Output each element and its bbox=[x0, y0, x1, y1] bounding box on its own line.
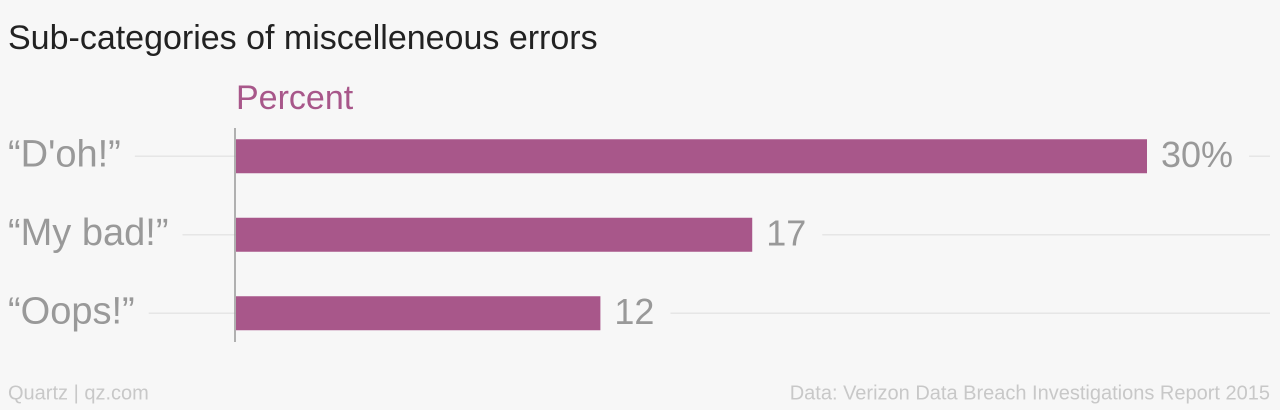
credit: Quartz | qz.com bbox=[8, 382, 149, 404]
category-label: “D'oh!” bbox=[8, 133, 121, 175]
category-label: “Oops!” bbox=[8, 290, 135, 332]
value-label: 30% bbox=[1161, 134, 1233, 175]
chart-title: Sub-categories of miscelleneous errors bbox=[8, 19, 598, 57]
bar bbox=[236, 217, 753, 252]
category-label: “My bad!” bbox=[8, 212, 168, 254]
bar bbox=[236, 296, 601, 331]
bar bbox=[236, 139, 1147, 174]
axis-label: Percent bbox=[236, 79, 354, 117]
source: Data: Verizon Data Breach Investigations… bbox=[790, 382, 1270, 404]
value-label: 17 bbox=[766, 212, 806, 253]
value-label: 12 bbox=[614, 291, 654, 332]
